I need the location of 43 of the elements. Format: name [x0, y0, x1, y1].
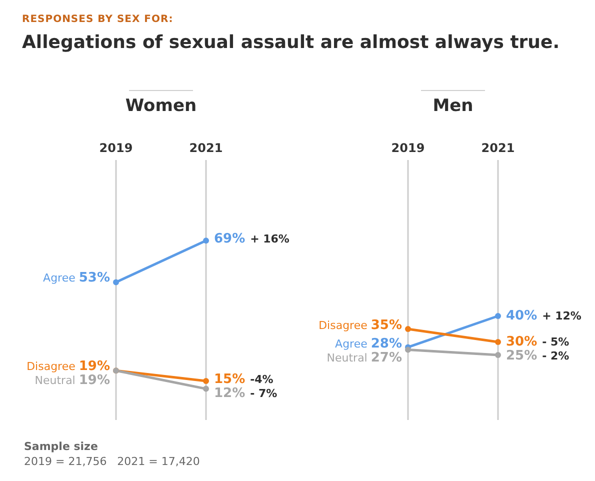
x-tick-label: 2021 — [189, 141, 223, 155]
data-label: 28% — [370, 336, 402, 352]
point — [113, 279, 119, 286]
annotation: + 16% — [250, 232, 290, 246]
data-label: 12% — [214, 386, 246, 401]
data-label: 19% — [78, 358, 110, 374]
text: 2019 = 21,756 2021 = 17,420 — [24, 455, 200, 468]
data-label: 53% — [78, 270, 110, 286]
text: Allegations of sexual assault are almost always true. — [22, 32, 560, 53]
point — [405, 326, 411, 332]
annotation: + 12% — [542, 310, 582, 323]
point — [495, 313, 501, 319]
point — [405, 346, 411, 353]
data-label: 25% — [506, 348, 538, 364]
text: Neutral — [326, 351, 371, 364]
x-tick-label: 2019 — [391, 141, 425, 155]
annotation: - 5% — [542, 336, 570, 349]
point — [495, 352, 501, 358]
text: Agree — [43, 272, 79, 285]
chart-title: Women — [124, 96, 198, 116]
chart-title: Men — [432, 96, 474, 116]
text: Sample size — [24, 440, 98, 453]
x-tick-label: 2021 — [481, 141, 515, 155]
annotation: - 2% — [542, 350, 570, 363]
data-label: 30% — [506, 334, 538, 350]
point — [203, 238, 209, 244]
point — [203, 378, 209, 384]
data-label: 19% — [78, 372, 110, 388]
data-label: 27% — [370, 350, 402, 366]
data-label: 15% — [214, 372, 246, 387]
data-label: 35% — [370, 318, 402, 334]
text: Agree — [335, 337, 371, 350]
text: Disagree — [26, 360, 79, 373]
data-label: 40% — [506, 308, 538, 324]
annotation: -4% — [250, 372, 274, 386]
x-tick-label: 2019 — [99, 141, 133, 155]
text: RESPONSES BY SEX FOR: — [22, 14, 174, 25]
data-label: 69% — [214, 232, 246, 247]
point — [203, 386, 209, 392]
text: Disagree — [318, 319, 371, 332]
text: Neutral — [34, 374, 79, 387]
point — [495, 339, 501, 345]
annotation: - 7% — [250, 386, 278, 400]
